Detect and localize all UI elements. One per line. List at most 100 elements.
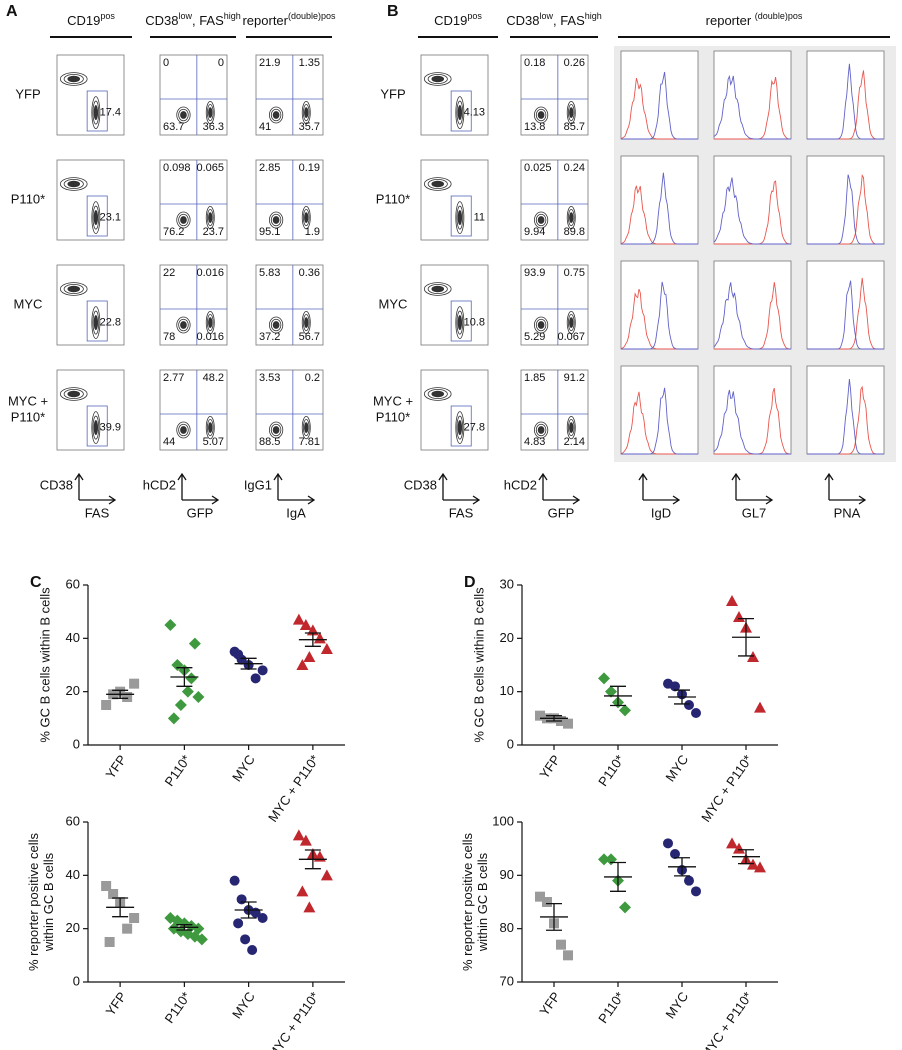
column-header: reporter (double)pos [706,11,803,28]
axis-label: FAS [85,505,110,520]
contour [302,209,310,227]
contour [272,321,280,329]
gate-value: 13.8 [524,121,545,133]
contour [537,216,545,224]
contour [533,211,549,229]
gate-value: 56.7 [299,331,320,343]
contour [63,283,84,295]
contour [427,388,448,400]
contour [176,211,191,229]
contour [208,422,213,433]
data-point [670,681,680,692]
column-header: CD19pos [67,11,115,28]
gate-value: 0.016 [196,331,224,343]
gate-value: 2.77 [163,372,184,384]
contour [205,101,215,125]
flow-plot [255,54,324,136]
histogram [621,387,698,455]
gate-value: 93.9 [524,267,545,279]
contour [455,96,465,129]
superscript: high [585,11,602,21]
contour [208,107,213,118]
contour [569,107,574,118]
contour [176,106,191,124]
column-header: reporter(double)pos [242,11,336,28]
data-point [303,651,316,662]
gate-value: 0.26 [564,57,585,69]
histogram-plot [620,260,699,350]
data-point [233,918,244,929]
contour [176,316,191,334]
row-label: MYC + [8,393,48,408]
histogram-plot [806,365,885,455]
gate-value: 0.2 [305,372,320,384]
histogram-plot [806,155,885,245]
contour [567,104,575,122]
gate-value: 22.8 [100,317,121,329]
contour [270,318,282,332]
data-point [754,861,766,873]
row-label: P110* [11,409,45,424]
y-tick-label: 90 [500,867,514,882]
data-point [726,837,738,849]
contour [59,387,88,401]
data-point [563,950,573,961]
data-point [164,619,177,631]
y-tick-label: 40 [66,630,80,645]
contour [63,178,84,190]
contour [431,285,445,293]
data-point [299,619,312,630]
data-point [296,885,309,897]
contour [423,282,452,296]
histogram-plot [620,155,699,245]
contour [270,423,282,437]
error-bar [674,857,690,877]
contour [535,108,547,122]
contour [176,421,191,439]
superscript: pos [467,11,482,21]
axis-label: PNA [834,505,861,520]
contour [566,101,576,125]
row-label: MYC [379,296,408,311]
data-point [598,672,610,685]
data-point [296,659,309,670]
contour [272,426,280,434]
data-point [257,665,268,676]
header-text: reporter [706,13,755,28]
superscript: high [224,11,241,21]
error-bar [112,689,129,699]
error-bar [304,632,321,647]
gate-value: 85.7 [564,121,585,133]
gate [86,405,108,447]
contour [205,310,215,335]
header-text: CD19 [434,13,467,28]
gate [86,195,108,237]
contour [566,310,576,335]
y-tick-label: 0 [507,736,514,751]
flow-plot [255,264,324,346]
histogram [807,379,884,455]
column-header: CD38low, FAShigh [145,11,241,28]
contour [208,212,213,223]
row-label: MYC + [373,393,413,408]
gate-value: 10.8 [464,317,485,329]
x-tick-label: MYC [229,989,258,1021]
flow-plot [520,369,589,451]
flow-plot [159,54,228,136]
gate-value: 1.85 [524,372,545,384]
data-point [733,842,745,854]
header-text: , FAS [553,13,585,28]
y-tick-label: 80 [500,920,514,935]
contour [455,201,465,235]
data-point [167,712,180,725]
gate-value: 27.8 [464,422,485,434]
contour [92,415,100,440]
y-tick-label: 10 [500,683,514,698]
contour [455,306,465,340]
error-bar [304,849,321,870]
row-label: YFP [15,86,40,101]
contour [92,310,100,335]
contour [91,411,101,445]
flow-plot [520,264,589,346]
superscript: low [178,11,192,21]
